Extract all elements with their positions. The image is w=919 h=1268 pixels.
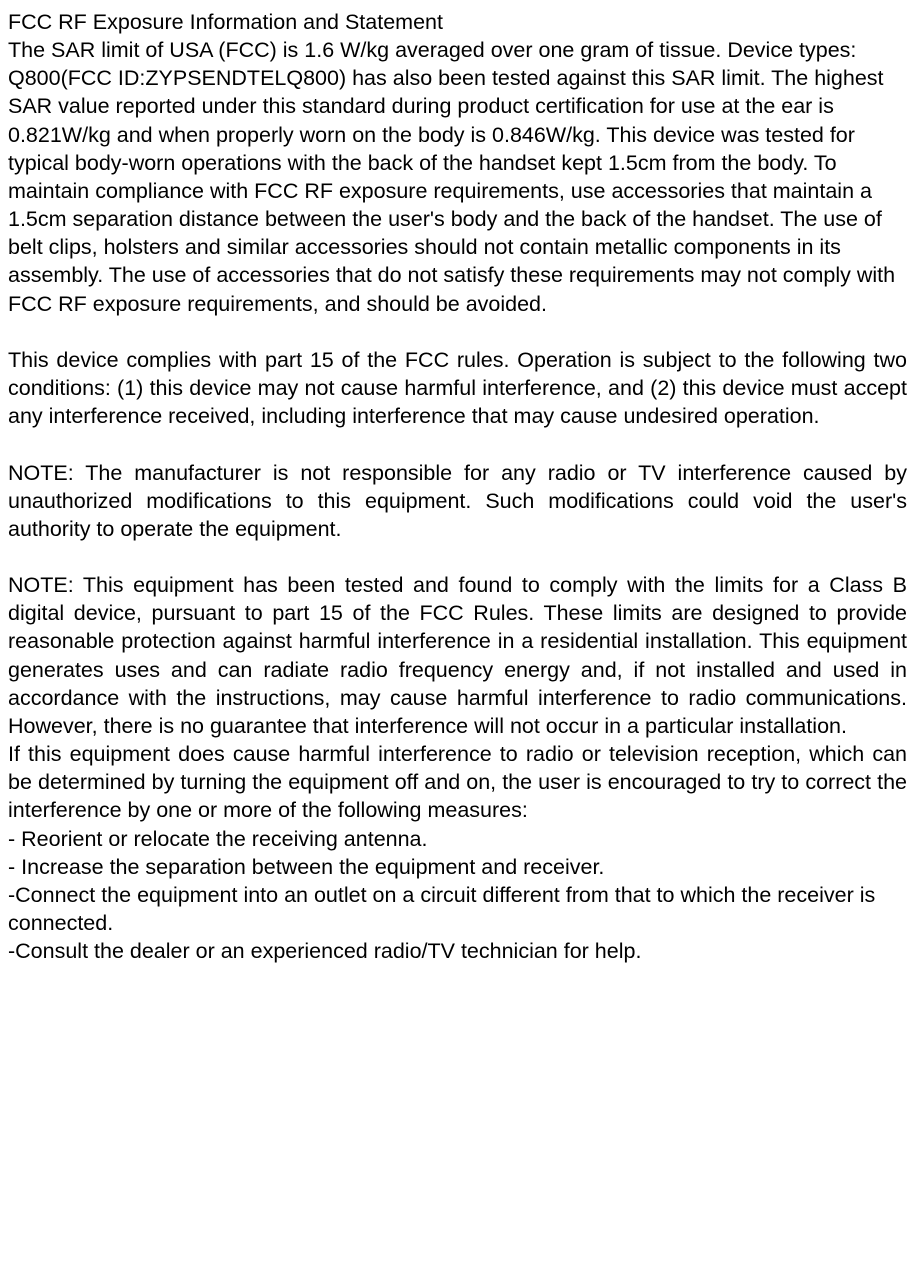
paragraph-note-classb: NOTE: This equipment has been tested and… (8, 571, 907, 740)
measure-item-2: - Increase the separation between the eq… (8, 853, 907, 881)
measure-item-1: - Reorient or relocate the receiving ant… (8, 825, 907, 853)
document-title: FCC RF Exposure Information and Statemen… (8, 8, 907, 36)
measure-item-4: -Consult the dealer or an experienced ra… (8, 937, 907, 965)
paragraph-part15: This device complies with part 15 of the… (8, 346, 907, 430)
paragraph-sar: The SAR limit of USA (FCC) is 1.6 W/kg a… (8, 36, 907, 318)
paragraph-interference-measures: If this equipment does cause harmful int… (8, 740, 907, 824)
blank-line (8, 430, 907, 458)
document-body: FCC RF Exposure Information and Statemen… (8, 8, 907, 965)
blank-line (8, 318, 907, 346)
paragraph-note-manufacturer: NOTE: The manufacturer is not responsibl… (8, 459, 907, 543)
blank-line (8, 543, 907, 571)
measure-item-3: -Connect the equipment into an outlet on… (8, 881, 907, 937)
